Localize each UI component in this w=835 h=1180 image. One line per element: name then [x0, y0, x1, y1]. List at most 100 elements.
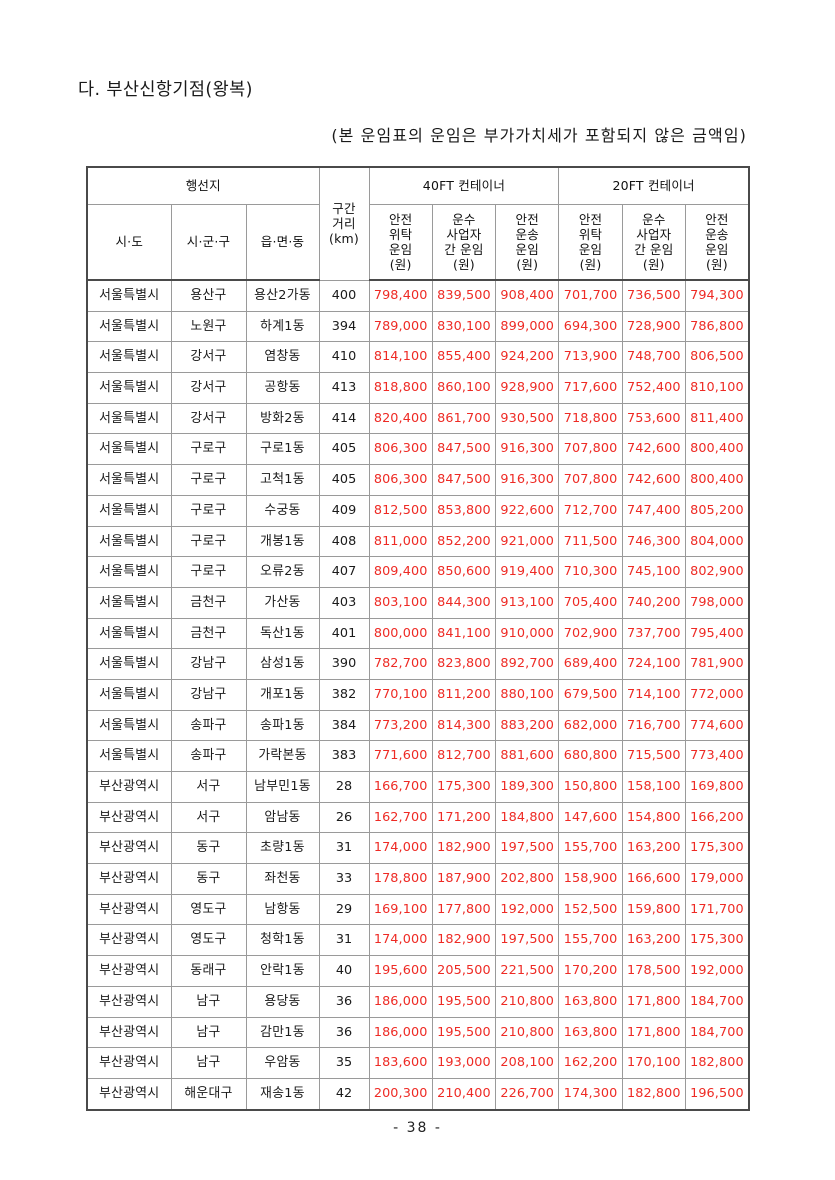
row-cell-distance: 414 [318, 402, 370, 435]
row-cell-20ft-safe-transport-fare: 773,400 [684, 740, 750, 772]
row-cell-sigungu: 구로구 [170, 556, 247, 588]
row-cell-40ft-safe-trust-fare: 174,000 [368, 924, 433, 957]
row-cell-20ft-safe-transport-fare: 804,000 [684, 525, 750, 558]
row-cell-20ft-safe-trust-fare: 694,300 [558, 310, 623, 343]
row-cell-distance: 405 [318, 464, 370, 496]
row-cell-sigungu: 강남구 [170, 678, 247, 711]
page-number: - 38 - [393, 1120, 442, 1136]
row-cell-20ft-carrier-fare: 728,900 [621, 310, 686, 343]
row-cell-40ft-safe-trust-fare: 186,000 [368, 985, 433, 1018]
row-cell-sido: 서울특별시 [86, 464, 172, 496]
row-cell-distance: 410 [318, 341, 370, 374]
table-row: 서울특별시 송파구 가락본동 383 771,600 812,700 881,600 680,… [86, 740, 750, 772]
row-cell-dong: 가락본동 [245, 740, 320, 772]
row-cell-dong: 남항동 [245, 893, 320, 926]
row-cell-distance: 383 [318, 740, 370, 772]
row-cell-sigungu: 강서구 [170, 402, 247, 435]
row-cell-20ft-safe-transport-fare: 774,600 [684, 709, 750, 742]
row-cell-40ft-safe-trust-fare: 186,000 [368, 1016, 433, 1049]
row-cell-40ft-safe-trust-fare: 770,100 [368, 678, 433, 711]
row-cell-40ft-carrier-fare: 844,300 [431, 586, 497, 619]
row-cell-sido: 서울특별시 [86, 709, 172, 742]
row-cell-20ft-safe-transport-fare: 806,500 [684, 341, 750, 374]
row-cell-sido: 서울특별시 [86, 494, 172, 527]
row-cell-20ft-safe-trust-fare: 162,200 [558, 1047, 623, 1079]
row-cell-sigungu: 해운대구 [170, 1077, 247, 1111]
row-cell-dong: 고척1동 [245, 464, 320, 496]
row-cell-40ft-carrier-fare: 847,500 [431, 433, 497, 466]
row-cell-distance: 408 [318, 525, 370, 558]
row-cell-sido: 부산광역시 [86, 801, 172, 834]
row-cell-sido: 서울특별시 [86, 402, 172, 435]
header-40ft-group: 40FT 컨테이너 [368, 166, 560, 205]
row-cell-40ft-carrier-fare: 861,700 [431, 402, 497, 435]
tax-notice: (본 운임표의 운임은 부가가치세가 포함되지 않은 금액임) [331, 126, 747, 145]
row-cell-20ft-safe-trust-fare: 702,900 [558, 617, 623, 650]
row-cell-40ft-safe-transport-fare: 197,500 [495, 924, 560, 957]
row-cell-distance: 384 [318, 709, 370, 742]
row-cell-40ft-safe-transport-fare: 919,400 [495, 556, 560, 588]
row-cell-20ft-safe-trust-fare: 152,500 [558, 893, 623, 926]
table-row: 서울특별시 구로구 고척1동 405 806,300 847,500 916,300 707,… [86, 464, 750, 496]
table-row: 서울특별시 강서구 방화2동 414 820,400 861,700 930,500 718,… [86, 402, 750, 435]
row-cell-40ft-carrier-fare: 814,300 [431, 709, 497, 742]
row-cell-20ft-carrier-fare: 748,700 [621, 341, 686, 374]
row-cell-40ft-safe-transport-fare: 892,700 [495, 648, 560, 680]
row-cell-40ft-safe-transport-fare: 197,500 [495, 832, 560, 865]
table-row: 부산광역시 해운대구 재송1동 42 200,300 210,400 226,700 174,… [86, 1077, 750, 1111]
header-40ft-safe-transport-fare-label: 안전 운송 운임 (원) [515, 212, 539, 272]
row-cell-20ft-carrier-fare: 736,500 [621, 279, 686, 312]
row-cell-dong: 남부민1동 [245, 771, 320, 803]
row-cell-20ft-safe-trust-fare: 705,400 [558, 586, 623, 619]
row-cell-40ft-safe-transport-fare: 184,800 [495, 801, 560, 834]
table-row: 서울특별시 구로구 구로1동 405 806,300 847,500 916,300 707,… [86, 433, 750, 466]
row-cell-40ft-safe-transport-fare: 221,500 [495, 955, 560, 987]
row-cell-20ft-carrier-fare: 740,200 [621, 586, 686, 619]
row-cell-40ft-safe-trust-fare: 806,300 [368, 464, 433, 496]
row-cell-sido: 서울특별시 [86, 372, 172, 404]
row-cell-sido: 부산광역시 [86, 985, 172, 1018]
row-cell-dong: 좌천동 [245, 863, 320, 895]
row-cell-sido: 부산광역시 [86, 863, 172, 895]
row-cell-distance: 26 [318, 801, 370, 834]
row-cell-sido: 서울특별시 [86, 433, 172, 466]
row-cell-40ft-carrier-fare: 847,500 [431, 464, 497, 496]
row-cell-20ft-carrier-fare: 158,100 [621, 771, 686, 803]
row-cell-40ft-safe-trust-fare: 174,000 [368, 832, 433, 865]
header-distance: 구간 거리 (km) [318, 166, 370, 281]
row-cell-sigungu: 서구 [170, 801, 247, 834]
row-cell-40ft-safe-trust-fare: 183,600 [368, 1047, 433, 1079]
row-cell-20ft-carrier-fare: 171,800 [621, 985, 686, 1018]
row-cell-sigungu: 남구 [170, 1016, 247, 1049]
row-cell-20ft-safe-trust-fare: 155,700 [558, 832, 623, 865]
row-cell-dong: 방화2동 [245, 402, 320, 435]
table-row: 서울특별시 금천구 가산동 403 803,100 844,300 913,100 705,4… [86, 586, 750, 619]
row-cell-20ft-safe-trust-fare: 717,600 [558, 372, 623, 404]
row-cell-40ft-carrier-fare: 182,900 [431, 832, 497, 865]
row-cell-20ft-carrier-fare: 163,200 [621, 924, 686, 957]
row-cell-20ft-safe-transport-fare: 175,300 [684, 832, 750, 865]
header-40ft-carrier-fare-label: 운수 사업자 간 운임 (원) [444, 212, 484, 272]
row-cell-dong: 구로1동 [245, 433, 320, 466]
row-cell-sigungu: 금천구 [170, 617, 247, 650]
row-cell-40ft-safe-trust-fare: 812,500 [368, 494, 433, 527]
row-cell-40ft-carrier-fare: 841,100 [431, 617, 497, 650]
row-cell-20ft-safe-trust-fare: 679,500 [558, 678, 623, 711]
row-cell-40ft-carrier-fare: 187,900 [431, 863, 497, 895]
row-cell-20ft-safe-transport-fare: 798,000 [684, 586, 750, 619]
table-row: 서울특별시 용산구 용산2가동 400 798,400 839,500 908,400 701… [86, 279, 750, 312]
row-cell-40ft-safe-trust-fare: 771,600 [368, 740, 433, 772]
row-cell-sigungu: 송파구 [170, 740, 247, 772]
table-row: 서울특별시 강서구 염창동 410 814,100 855,400 924,200 713,9… [86, 341, 750, 374]
row-cell-distance: 409 [318, 494, 370, 527]
row-cell-sigungu: 금천구 [170, 586, 247, 619]
row-cell-distance: 36 [318, 985, 370, 1018]
table-row: 서울특별시 금천구 독산1동 401 800,000 841,100 910,000 702,… [86, 617, 750, 650]
row-cell-sigungu: 동구 [170, 863, 247, 895]
row-cell-sigungu: 노원구 [170, 310, 247, 343]
row-cell-sigungu: 구로구 [170, 525, 247, 558]
row-cell-sido: 서울특별시 [86, 678, 172, 711]
row-cell-20ft-carrier-fare: 745,100 [621, 556, 686, 588]
row-cell-distance: 33 [318, 863, 370, 895]
